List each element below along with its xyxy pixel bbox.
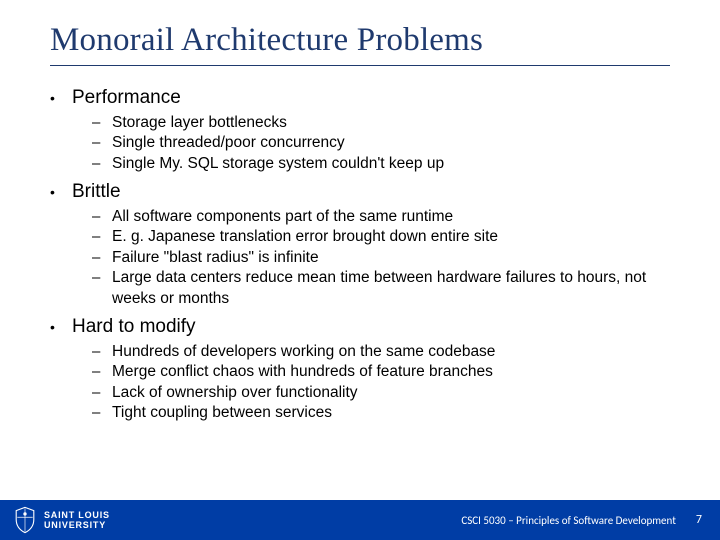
sub-list: –Hundreds of developers working on the s…: [50, 342, 670, 424]
sub-item-text: Hundreds of developers working on the sa…: [112, 342, 495, 362]
list-item: –Storage layer bottlenecks: [50, 113, 670, 133]
list-item: –Merge conflict chaos with hundreds of f…: [50, 362, 670, 382]
section-heading: Performance: [72, 86, 181, 111]
section-heading: Hard to modify: [72, 315, 196, 340]
list-item: –All software components part of the sam…: [50, 207, 670, 227]
sub-item-text: Tight coupling between services: [112, 403, 332, 423]
list-item: –Single My. SQL storage system couldn't …: [50, 154, 670, 174]
sub-item-text: Failure "blast radius" is infinite: [112, 248, 319, 268]
course-label: CSCI 5030 – Principles of Software Devel…: [461, 514, 676, 527]
dash-icon: –: [92, 249, 112, 266]
section-hard-to-modify: • Hard to modify –Hundreds of developers…: [50, 315, 670, 424]
dash-icon: –: [92, 363, 112, 380]
sub-item-text: Merge conflict chaos with hundreds of fe…: [112, 362, 493, 382]
sub-list: –Storage layer bottlenecks –Single threa…: [50, 113, 670, 174]
footer-bar: SAINT LOUIS UNIVERSITY CSCI 5030 – Princ…: [0, 500, 720, 540]
list-item: –Large data centers reduce mean time bet…: [50, 268, 670, 309]
sub-item-text: E. g. Japanese translation error brought…: [112, 227, 498, 247]
list-item: –Tight coupling between services: [50, 403, 670, 423]
logo-line2: UNIVERSITY: [44, 520, 106, 530]
list-item: –Failure "blast radius" is infinite: [50, 248, 670, 268]
dash-icon: –: [92, 384, 112, 401]
dash-icon: –: [92, 208, 112, 225]
slide-title: Monorail Architecture Problems: [50, 22, 670, 66]
section-performance: • Performance –Storage layer bottlenecks…: [50, 86, 670, 174]
dash-icon: –: [92, 134, 112, 151]
page-number: 7: [696, 513, 702, 527]
bullet-icon: •: [50, 317, 72, 334]
bullet-icon: •: [50, 88, 72, 105]
section-heading: Brittle: [72, 180, 121, 205]
sub-item-text: Single My. SQL storage system couldn't k…: [112, 154, 444, 174]
sub-item-text: Single threaded/poor concurrency: [112, 133, 345, 153]
dash-icon: –: [92, 269, 112, 286]
content-area: • Performance –Storage layer bottlenecks…: [0, 72, 720, 540]
sub-list: –All software components part of the sam…: [50, 207, 670, 309]
dash-icon: –: [92, 404, 112, 421]
dash-icon: –: [92, 343, 112, 360]
bullet-list: • Performance –Storage layer bottlenecks…: [50, 86, 670, 424]
shield-icon: [14, 506, 36, 534]
sub-item-text: Large data centers reduce mean time betw…: [112, 268, 670, 309]
sub-item-text: Storage layer bottlenecks: [112, 113, 287, 133]
slide: Monorail Architecture Problems • Perform…: [0, 0, 720, 540]
title-wrap: Monorail Architecture Problems: [0, 0, 720, 72]
sub-item-text: Lack of ownership over functionality: [112, 383, 358, 403]
sub-item-text: All software components part of the same…: [112, 207, 453, 227]
section-brittle: • Brittle –All software components part …: [50, 180, 670, 309]
bullet-icon: •: [50, 182, 72, 199]
dash-icon: –: [92, 228, 112, 245]
list-item: –E. g. Japanese translation error brough…: [50, 227, 670, 247]
footer-right: CSCI 5030 – Principles of Software Devel…: [461, 513, 702, 527]
dash-icon: –: [92, 114, 112, 131]
dash-icon: –: [92, 155, 112, 172]
logo-line1: SAINT LOUIS: [44, 510, 110, 520]
list-item: –Single threaded/poor concurrency: [50, 133, 670, 153]
list-item: –Hundreds of developers working on the s…: [50, 342, 670, 362]
list-item: –Lack of ownership over functionality: [50, 383, 670, 403]
university-logo: SAINT LOUIS UNIVERSITY: [14, 506, 110, 534]
logo-text-block: SAINT LOUIS UNIVERSITY: [44, 510, 110, 530]
